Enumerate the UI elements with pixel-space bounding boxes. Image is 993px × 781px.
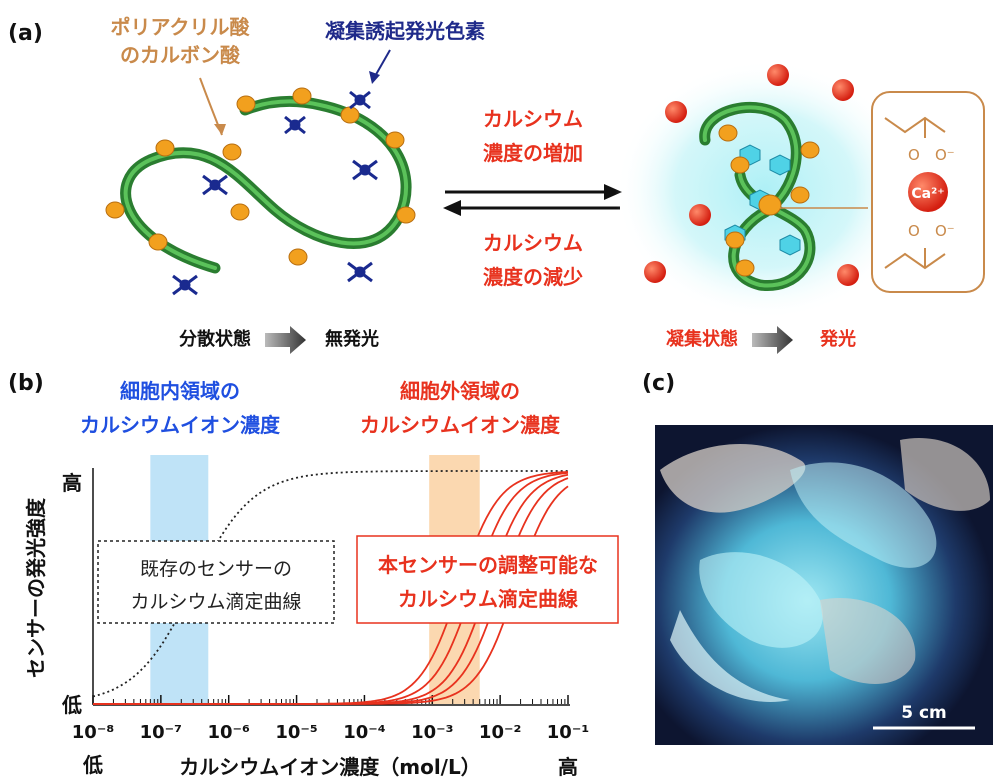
new-curve bbox=[93, 485, 569, 705]
state-arrow-left bbox=[265, 326, 306, 354]
x-low-label: 低 bbox=[82, 753, 103, 777]
dye-pointer-head bbox=[369, 71, 380, 84]
calcium-ion-zoom bbox=[908, 172, 948, 212]
emission-glow bbox=[615, 60, 915, 320]
ominus-lower: O⁻ bbox=[935, 222, 955, 240]
o-upper-left: O bbox=[908, 146, 920, 164]
carboxylic-groups-aggregated bbox=[718, 124, 820, 277]
existing-label-line1: 既存のセンサーの bbox=[140, 558, 292, 580]
extra-label-line2: カルシウムイオン濃度 bbox=[360, 413, 561, 437]
forward-label-line1: カルシウム bbox=[483, 107, 583, 131]
polymer-pointer-head bbox=[214, 124, 226, 135]
o-lower-left: O bbox=[908, 222, 920, 240]
photo: 5 cm bbox=[655, 425, 993, 745]
callout-dye: 凝集誘起発光色素 bbox=[325, 19, 485, 43]
state-right: 凝集状態 bbox=[666, 328, 738, 350]
reverse-arrow-head bbox=[443, 200, 461, 216]
new-label-line1: 本センサーの調整可能な bbox=[378, 553, 598, 577]
scale-bar-label: 5 cm bbox=[901, 703, 947, 723]
y-low-label: 低 bbox=[61, 693, 82, 717]
x-tick-label: 10⁻⁶ bbox=[207, 722, 250, 743]
result-left: 無発光 bbox=[325, 328, 379, 350]
forward-label-line2: 濃度の増加 bbox=[483, 141, 583, 165]
existing-box bbox=[97, 540, 335, 624]
x-tick-label: 10⁻⁷ bbox=[140, 722, 182, 743]
ominus-upper: O⁻ bbox=[935, 146, 955, 164]
result-right: 発光 bbox=[819, 328, 856, 350]
x-axis-label: カルシウムイオン濃度（mol/L） bbox=[179, 755, 480, 779]
carboxylic-groups-dispersed bbox=[105, 87, 416, 266]
ion-label: Ca²⁺ bbox=[911, 186, 944, 202]
x-tick-label: 10⁻¹ bbox=[547, 722, 589, 743]
x-high-label: 高 bbox=[558, 755, 578, 779]
calcium-ions bbox=[644, 64, 859, 286]
aie-dyes-dispersed bbox=[172, 90, 378, 296]
callout-polymer-line1: ポリアクリル酸 bbox=[111, 15, 251, 39]
extra-label-line1: 細胞外領域の bbox=[400, 379, 520, 403]
reverse-label-line1: カルシウム bbox=[483, 231, 583, 255]
dispersed-polymer bbox=[120, 95, 412, 274]
dye-pointer bbox=[373, 49, 391, 79]
y-axis-label: センサーの発光強度 bbox=[24, 497, 48, 678]
x-tick-label: 10⁻³ bbox=[411, 722, 453, 743]
x-tick-label: 10⁻⁸ bbox=[72, 722, 114, 743]
new-label-line2: カルシウム滴定曲線 bbox=[398, 587, 578, 611]
state-left: 分散状態 bbox=[179, 328, 251, 350]
forward-arrow-head bbox=[604, 184, 622, 200]
intra-label-line1: 細胞内領域の bbox=[120, 379, 240, 403]
existing-label-line2: カルシウム滴定曲線 bbox=[130, 591, 301, 613]
intra-label-line2: カルシウムイオン濃度 bbox=[80, 413, 281, 437]
panel-a-label: (a) bbox=[8, 21, 43, 46]
state-arrow-right bbox=[752, 326, 793, 354]
x-tick-label: 10⁻⁵ bbox=[275, 722, 317, 743]
panel-c-label: (c) bbox=[642, 371, 675, 396]
panel-b-label: (b) bbox=[8, 371, 44, 396]
callout-polymer-line2: のカルボン酸 bbox=[120, 43, 241, 67]
x-tick-labels: 10⁻⁸ 10⁻⁷ 10⁻⁶ 10⁻⁵ 10⁻⁴ 10⁻³ 10⁻² 10⁻¹ bbox=[72, 722, 589, 743]
y-high-label: 高 bbox=[62, 471, 82, 495]
x-tick-label: 10⁻² bbox=[479, 722, 521, 743]
new-sensor-box bbox=[356, 535, 619, 624]
chelation-structure bbox=[884, 116, 946, 270]
reverse-label-line2: 濃度の減少 bbox=[483, 265, 583, 289]
x-tick-label: 10⁻⁴ bbox=[343, 722, 386, 743]
